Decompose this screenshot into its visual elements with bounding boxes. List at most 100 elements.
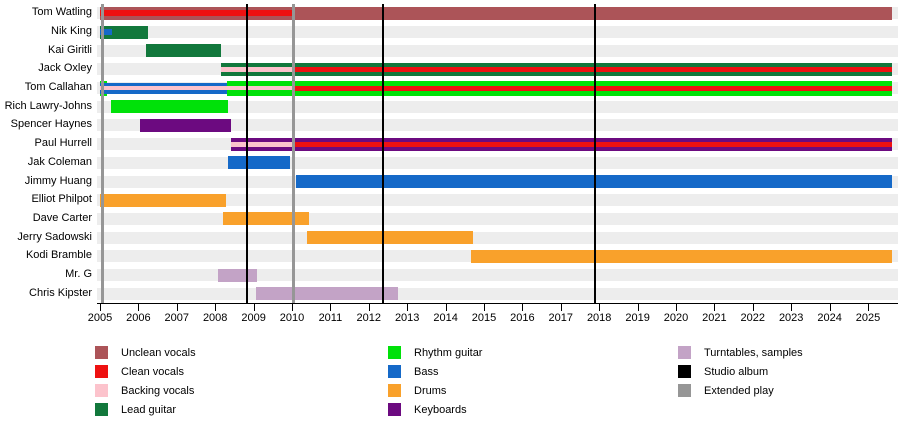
legend-swatch-drums (388, 384, 401, 397)
member-row-band (97, 156, 898, 169)
axis-tick-label: 2014 (433, 312, 458, 324)
axis-tick-label: 2010 (279, 312, 305, 324)
release-line-studio-album (246, 4, 249, 303)
role-bar-keys (140, 118, 232, 132)
role-bar-lead (146, 44, 221, 58)
member-label: Spencer Haynes (10, 118, 92, 131)
legend-label: Extended play (704, 385, 774, 397)
axis-tick (752, 304, 754, 311)
axis-tick-label: 2009 (241, 312, 266, 324)
axis-tick-label: 2005 (87, 312, 113, 324)
member-label: Jak Coleman (27, 155, 92, 168)
axis-tick-label: 2019 (625, 312, 650, 324)
role-bar-bass (295, 175, 892, 189)
role-bar-turntables (255, 287, 398, 301)
legend-swatch-studio-album (678, 365, 691, 378)
axis-tick-label: 2011 (318, 312, 343, 324)
member-label: Jimmy Huang (24, 174, 92, 187)
role-bar-unclean (100, 6, 892, 20)
member-label: Tom Callahan (24, 81, 92, 94)
role-bar-bass (100, 29, 112, 36)
member-row-band (97, 287, 898, 300)
legend-label: Studio album (704, 366, 769, 378)
axis-tick-label: 2013 (394, 312, 420, 324)
axis-tick-label: 2012 (356, 312, 382, 324)
legend-swatch-clean-vocals (95, 365, 108, 378)
member-row-band (97, 194, 898, 207)
member-label: Nik King (51, 25, 92, 38)
role-bar-bass (227, 156, 291, 170)
legend-label: Bass (414, 366, 439, 378)
release-line-studio-album (593, 4, 596, 303)
axis-tick (368, 304, 370, 311)
legend-label: Turntables, samples (704, 347, 803, 359)
axis-tick-label: 2016 (510, 312, 535, 324)
role-bar-turntables (218, 268, 258, 282)
release-line-studio-album (381, 4, 384, 303)
release-line-extended-play (100, 4, 104, 303)
axis-tick (791, 304, 793, 311)
legend-label: Clean vocals (121, 366, 184, 378)
member-row-band (97, 26, 898, 39)
member-label: Kai Giritli (47, 43, 92, 56)
axis-tick (868, 304, 869, 311)
role-bar-lead (100, 25, 148, 39)
axis-tick-label: 2007 (164, 312, 190, 324)
member-label: Paul Hurrell (34, 137, 92, 150)
role-bar-clean (293, 141, 892, 147)
axis-tick-label: 2015 (471, 312, 497, 324)
axis-tick (637, 304, 639, 311)
legend-swatch-rhythm-guitar (388, 346, 401, 359)
axis-tick (676, 304, 677, 311)
release-line-extended-play (292, 4, 296, 303)
role-bar-drums (307, 231, 474, 245)
axis-tick (445, 304, 447, 311)
axis-tick (100, 304, 101, 311)
legend-swatch-lead-guitar (95, 403, 108, 416)
member-label: Dave Carter (32, 211, 92, 224)
role-bar-rhythm (110, 100, 228, 114)
x-axis-line (97, 303, 898, 304)
axis-tick (215, 304, 217, 311)
role-bar-drums (222, 212, 310, 226)
member-row-band (97, 231, 898, 244)
member-row-band (97, 119, 898, 132)
legend-swatch-extended-play (678, 384, 691, 397)
axis-tick (522, 304, 524, 311)
axis-tick-label: 2020 (663, 312, 689, 324)
role-bar-clean (100, 10, 294, 17)
member-label: Jerry Sadowski (17, 230, 92, 243)
role-bar-clean (293, 85, 892, 91)
legend-swatch-keyboards (388, 403, 401, 416)
role-bar-backing (231, 141, 294, 147)
legend-swatch-turntables-samples (678, 346, 691, 359)
axis-tick (138, 304, 140, 311)
axis-tick (560, 304, 562, 311)
legend-swatch-backing-vocals (95, 384, 108, 397)
axis-tick-label: 2025 (855, 312, 881, 324)
axis-tick (599, 304, 601, 311)
member-label: Tom Watling (31, 6, 92, 19)
member-label: Rich Lawry-Johns (4, 99, 92, 112)
axis-tick-label: 2017 (548, 312, 574, 324)
member-label: Chris Kipster (29, 286, 92, 299)
role-bar-backing (100, 86, 294, 91)
role-bar-clean (293, 66, 892, 72)
axis-tick-label: 2022 (740, 312, 766, 324)
member-label: Kodi Bramble (25, 249, 92, 262)
legend-label: Keyboards (414, 404, 467, 416)
axis-tick-label: 2024 (817, 312, 842, 324)
member-row-band (97, 212, 898, 225)
axis-tick (176, 304, 178, 311)
axis-tick (829, 304, 831, 311)
legend-label: Backing vocals (121, 385, 195, 397)
legend-label: Rhythm guitar (414, 347, 483, 359)
axis-tick-label: 2008 (202, 312, 228, 324)
legend-label: Drums (414, 385, 447, 397)
axis-tick (253, 304, 255, 311)
legend-swatch-unclean-vocals (95, 346, 108, 359)
member-label: Mr. G (65, 268, 92, 280)
axis-tick-label: 2006 (126, 312, 151, 324)
axis-tick (330, 304, 332, 311)
